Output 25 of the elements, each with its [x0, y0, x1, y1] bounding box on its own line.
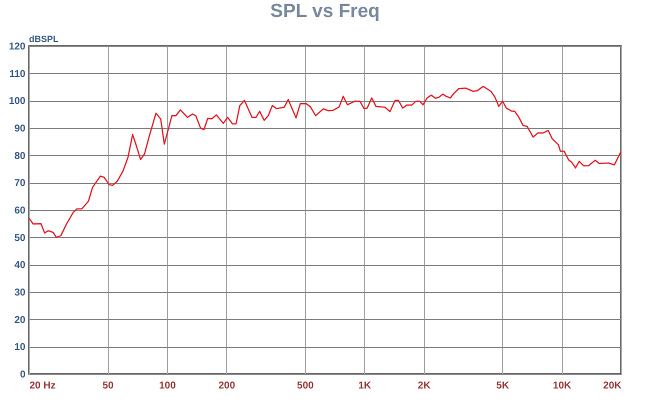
y-tick-label: 50: [14, 232, 26, 244]
y-axis-title: dBSPL: [29, 34, 60, 44]
y-tick-label: 0: [20, 370, 26, 380]
x-tick-label: 1K: [358, 380, 372, 392]
y-tick-label: 30: [14, 288, 26, 298]
x-tick-label: 20K: [603, 380, 622, 392]
y-tick-label: 40: [14, 260, 26, 272]
x-tick-label: 100: [159, 380, 176, 392]
x-tick-label: 50: [102, 380, 114, 392]
x-tick-label: 500: [297, 380, 314, 392]
y-tick-label: 100: [8, 96, 26, 108]
x-tick-label: 2K: [418, 380, 432, 392]
y-tick-label: 60: [14, 206, 26, 216]
chart-title: SPL vs Freq: [270, 1, 380, 22]
y-tick-label: 70: [14, 178, 26, 190]
x-tick-label: 5K: [496, 380, 510, 392]
x-tick-label: 200: [218, 380, 236, 392]
y-tick-label: 80: [14, 150, 26, 162]
y-tick-label: 120: [8, 42, 26, 52]
y-tick-label: 110: [9, 68, 26, 80]
y-tick-label: 90: [14, 124, 26, 134]
x-tick-label: 20 Hz: [30, 380, 56, 392]
y-tick-label: 20: [14, 314, 26, 326]
x-tick-label: 10K: [552, 380, 572, 392]
y-tick-label: 10: [14, 342, 26, 354]
